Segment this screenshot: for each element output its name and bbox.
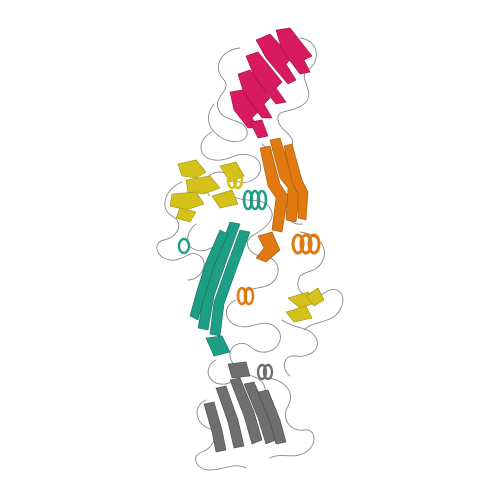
yellow-lower-strand-3 (305, 287, 325, 307)
orange-helix-lower-turn-2 (243, 286, 255, 306)
gray-strand-4 (257, 389, 287, 445)
yellow-helix-turn-2 (232, 170, 244, 190)
coil-upper-middle (200, 131, 262, 197)
coil-center (231, 195, 279, 293)
yellow-strand-2 (185, 175, 221, 195)
teal-strand-4 (205, 335, 231, 357)
yellow-helix (226, 170, 244, 190)
gray-strand-6 (227, 361, 251, 379)
magenta-domain (229, 27, 313, 139)
yellow-strand-3 (169, 191, 205, 211)
orange-helix-turn-2 (299, 233, 313, 255)
orange-helix-lower (236, 286, 255, 306)
teal-domain (177, 189, 268, 357)
orange-strand-3 (283, 143, 309, 221)
coil-bottom-left (195, 399, 247, 471)
teal-helix-small (177, 237, 191, 255)
magenta-tail (249, 119, 269, 139)
yellow-helix-turn-1 (226, 170, 238, 190)
coil-bottom-right (267, 377, 315, 459)
yellow-strand-5 (211, 189, 239, 209)
teal-strand-3 (189, 229, 229, 321)
orange-strand-1 (269, 137, 301, 223)
teal-helix (242, 189, 268, 211)
orange-helix-turn-3 (307, 233, 321, 255)
yellow-domain-upper (169, 159, 245, 223)
orange-helix-turn-1 (291, 233, 305, 255)
gray-helix-turn-1 (256, 363, 268, 381)
coil-top-left (207, 47, 248, 142)
gray-strand-1 (229, 377, 263, 445)
magenta-strand-1 (255, 33, 297, 85)
gray-helix-turn-2 (262, 363, 274, 381)
orange-helix (291, 233, 321, 255)
gray-strand-3 (215, 385, 245, 449)
orange-domain (236, 137, 321, 306)
orange-strand-4 (255, 231, 281, 263)
orange-strand-2 (259, 145, 289, 233)
gray-strand-5 (203, 401, 227, 453)
yellow-strand-1 (177, 159, 207, 179)
yellow-domain-lower (285, 287, 325, 323)
yellow-lower-strand-2 (285, 305, 313, 323)
gray-helix (256, 363, 274, 381)
magenta-strand-4 (275, 27, 313, 75)
yellow-strand-6 (175, 207, 197, 223)
coil-lower-center (226, 299, 281, 369)
teal-helix-small-turn-1 (177, 237, 191, 255)
teal-helix-turn-3 (256, 189, 268, 211)
coil-left-mid (156, 181, 205, 281)
coil-lower-right (281, 319, 318, 377)
gray-domain (203, 361, 287, 453)
